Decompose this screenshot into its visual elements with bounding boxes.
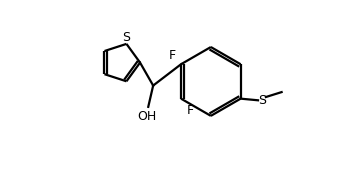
- Text: S: S: [258, 94, 266, 107]
- Text: F: F: [187, 104, 194, 117]
- Text: S: S: [122, 31, 130, 44]
- Text: F: F: [168, 49, 175, 62]
- Text: OH: OH: [137, 109, 156, 122]
